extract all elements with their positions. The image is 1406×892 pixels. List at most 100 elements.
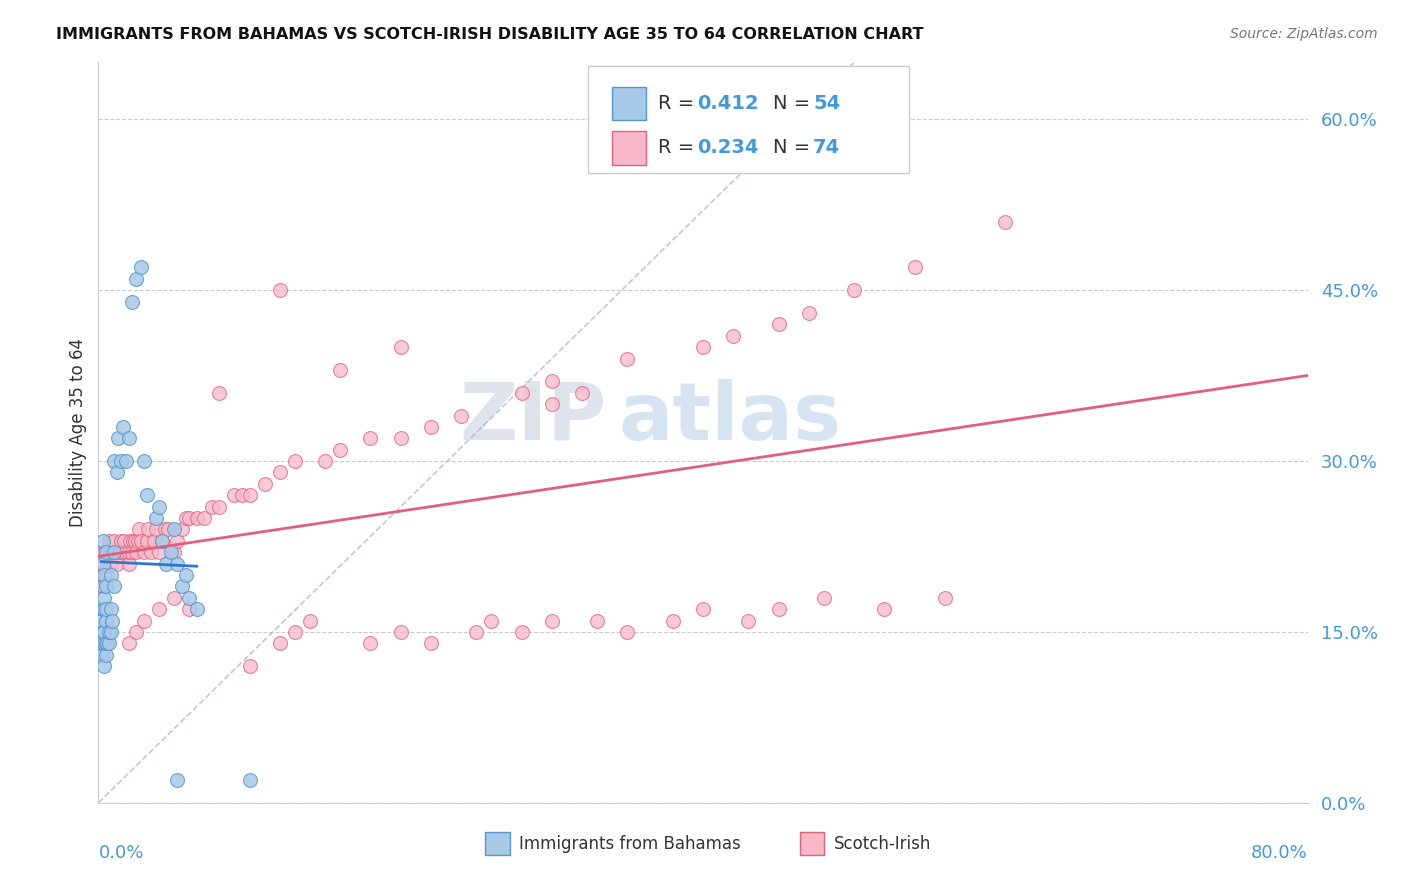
Point — [132, 614, 155, 628]
Point — [100, 557, 122, 571]
Point — [284, 454, 307, 468]
FancyBboxPatch shape — [613, 131, 647, 165]
Point — [284, 624, 307, 639]
Point — [125, 545, 148, 559]
Point — [571, 385, 593, 400]
Point — [93, 591, 115, 605]
Point — [112, 533, 135, 548]
Point — [100, 602, 122, 616]
Point — [100, 568, 122, 582]
Point — [118, 431, 141, 445]
Point — [299, 614, 322, 628]
Text: 0.0%: 0.0% — [98, 844, 143, 862]
Point — [166, 557, 188, 571]
Point — [813, 591, 835, 605]
Point — [768, 318, 790, 332]
Point — [166, 533, 188, 548]
FancyBboxPatch shape — [800, 832, 824, 855]
Point — [420, 420, 443, 434]
Point — [389, 431, 412, 445]
Point — [93, 579, 115, 593]
Point — [269, 466, 291, 480]
Point — [510, 624, 533, 639]
Point — [96, 636, 118, 650]
Point — [616, 624, 638, 639]
Point — [360, 431, 382, 445]
Point — [314, 454, 336, 468]
Text: 54: 54 — [813, 94, 841, 113]
Text: R =: R = — [658, 94, 700, 113]
Point — [94, 614, 117, 628]
Text: R =: R = — [658, 138, 700, 158]
Point — [873, 602, 896, 616]
Text: IMMIGRANTS FROM BAHAMAS VS SCOTCH-IRISH DISABILITY AGE 35 TO 64 CORRELATION CHAR: IMMIGRANTS FROM BAHAMAS VS SCOTCH-IRISH … — [56, 27, 924, 42]
Point — [768, 602, 790, 616]
Text: N =: N = — [773, 138, 817, 158]
Text: Source: ZipAtlas.com: Source: ZipAtlas.com — [1230, 27, 1378, 41]
Point — [125, 624, 148, 639]
Point — [118, 636, 141, 650]
Point — [107, 545, 129, 559]
Point — [111, 545, 134, 559]
Point — [94, 602, 117, 616]
Point — [329, 363, 352, 377]
Point — [90, 579, 112, 593]
Point — [163, 591, 186, 605]
Point — [163, 545, 186, 559]
Point — [994, 215, 1017, 229]
FancyBboxPatch shape — [613, 87, 647, 120]
Point — [540, 397, 562, 411]
Point — [103, 545, 125, 559]
Text: N =: N = — [773, 94, 817, 113]
Point — [91, 602, 114, 616]
Y-axis label: Disability Age 35 to 64: Disability Age 35 to 64 — [69, 338, 87, 527]
Point — [253, 476, 276, 491]
Point — [129, 260, 152, 275]
Text: 80.0%: 80.0% — [1251, 844, 1308, 862]
Point — [108, 545, 131, 559]
Point — [90, 614, 112, 628]
Point — [239, 488, 262, 502]
Point — [118, 545, 141, 559]
Point — [93, 557, 115, 571]
Text: 0.234: 0.234 — [697, 138, 758, 158]
Point — [101, 545, 124, 559]
Point — [208, 385, 231, 400]
Point — [94, 545, 117, 559]
Point — [193, 511, 215, 525]
Point — [91, 557, 114, 571]
Point — [160, 545, 183, 559]
Point — [737, 614, 759, 628]
Point — [103, 533, 125, 548]
Text: 74: 74 — [813, 138, 841, 158]
Point — [148, 545, 170, 559]
Point — [98, 624, 121, 639]
Point — [148, 500, 170, 514]
Point — [98, 557, 121, 571]
Point — [91, 557, 114, 571]
Point — [93, 636, 115, 650]
Text: atlas: atlas — [619, 379, 841, 457]
Point — [91, 624, 114, 639]
Point — [100, 624, 122, 639]
FancyBboxPatch shape — [588, 66, 908, 173]
Point — [96, 545, 118, 559]
Point — [170, 523, 193, 537]
Text: Immigrants from Bahamas: Immigrants from Bahamas — [519, 835, 741, 853]
Text: ZIP: ZIP — [458, 379, 606, 457]
Point — [692, 602, 714, 616]
Point — [91, 648, 114, 662]
Point — [103, 454, 125, 468]
Point — [96, 568, 118, 582]
Point — [360, 636, 382, 650]
Point — [98, 636, 121, 650]
Point — [93, 545, 115, 559]
Point — [93, 602, 115, 616]
Point — [156, 523, 179, 537]
Point — [231, 488, 253, 502]
Point — [155, 557, 177, 571]
Point — [174, 568, 197, 582]
Point — [107, 431, 129, 445]
Point — [94, 648, 117, 662]
Point — [148, 602, 170, 616]
